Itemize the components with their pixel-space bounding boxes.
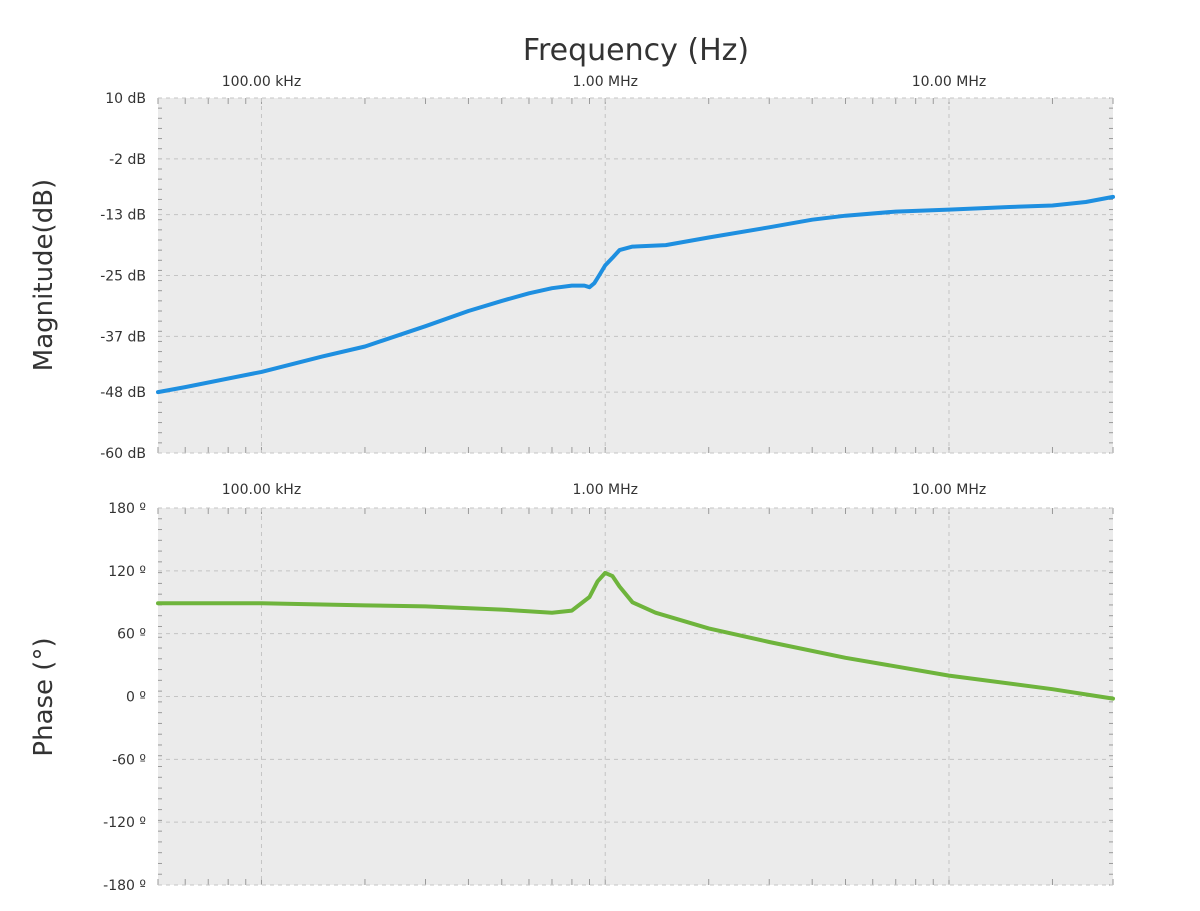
phase-series-line: [156, 570, 1115, 701]
magnitude-y-tick-label: -60 dB: [100, 446, 146, 462]
magnitude-y-tick-label: 10 dB: [105, 91, 146, 107]
magnitude-y-tick-label: -13 dB: [100, 208, 146, 224]
magnitude-x-tick-label: 100.00 kHz: [222, 74, 301, 90]
frequency-axis-title: Frequency (Hz): [523, 33, 749, 68]
magnitude-y-axis-title: Magnitude(dB): [29, 179, 59, 371]
phase-y-tick-label: -120 º: [103, 815, 146, 831]
phase-y-tick-label: 180 º: [108, 501, 146, 517]
phase-y-tick-label: 60 º: [117, 627, 146, 643]
magnitude-panel: 10 dB -2 dB -13 dB -25 dB -37 dB -48 dB -60 dB…: [29, 74, 1115, 462]
magnitude-y-tick-label: -48 dB: [100, 385, 146, 401]
phase-y-axis-title: Phase (°): [29, 637, 59, 756]
magnitude-y-tick-label: -37 dB: [100, 329, 146, 345]
phase-x-tick-label: 1.00 MHz: [572, 482, 638, 498]
phase-y-tick-label: 120 º: [108, 564, 146, 580]
phase-minor-ticks: [157, 507, 1114, 886]
magnitude-minor-ticks: [157, 97, 1114, 454]
magnitude-y-tick-label: -25 dB: [100, 269, 146, 285]
phase-x-tick-label: 100.00 kHz: [222, 482, 301, 498]
magnitude-x-tick-label: 1.00 MHz: [572, 74, 638, 90]
phase-y-tick-label: -180 º: [103, 878, 146, 894]
phase-panel: 180 º 120 º 60 º 0 º -60 º -120 º -180 º 100.00…: [29, 482, 1115, 894]
magnitude-y-tick-label: -2 dB: [109, 152, 146, 168]
phase-y-tick-label: 0 º: [126, 690, 146, 706]
magnitude-x-tick-label: 10.00 MHz: [912, 74, 986, 90]
phase-x-tick-label: 10.00 MHz: [912, 482, 986, 498]
phase-y-tick-label: -60 º: [112, 752, 146, 768]
magnitude-series-line: [156, 194, 1115, 395]
